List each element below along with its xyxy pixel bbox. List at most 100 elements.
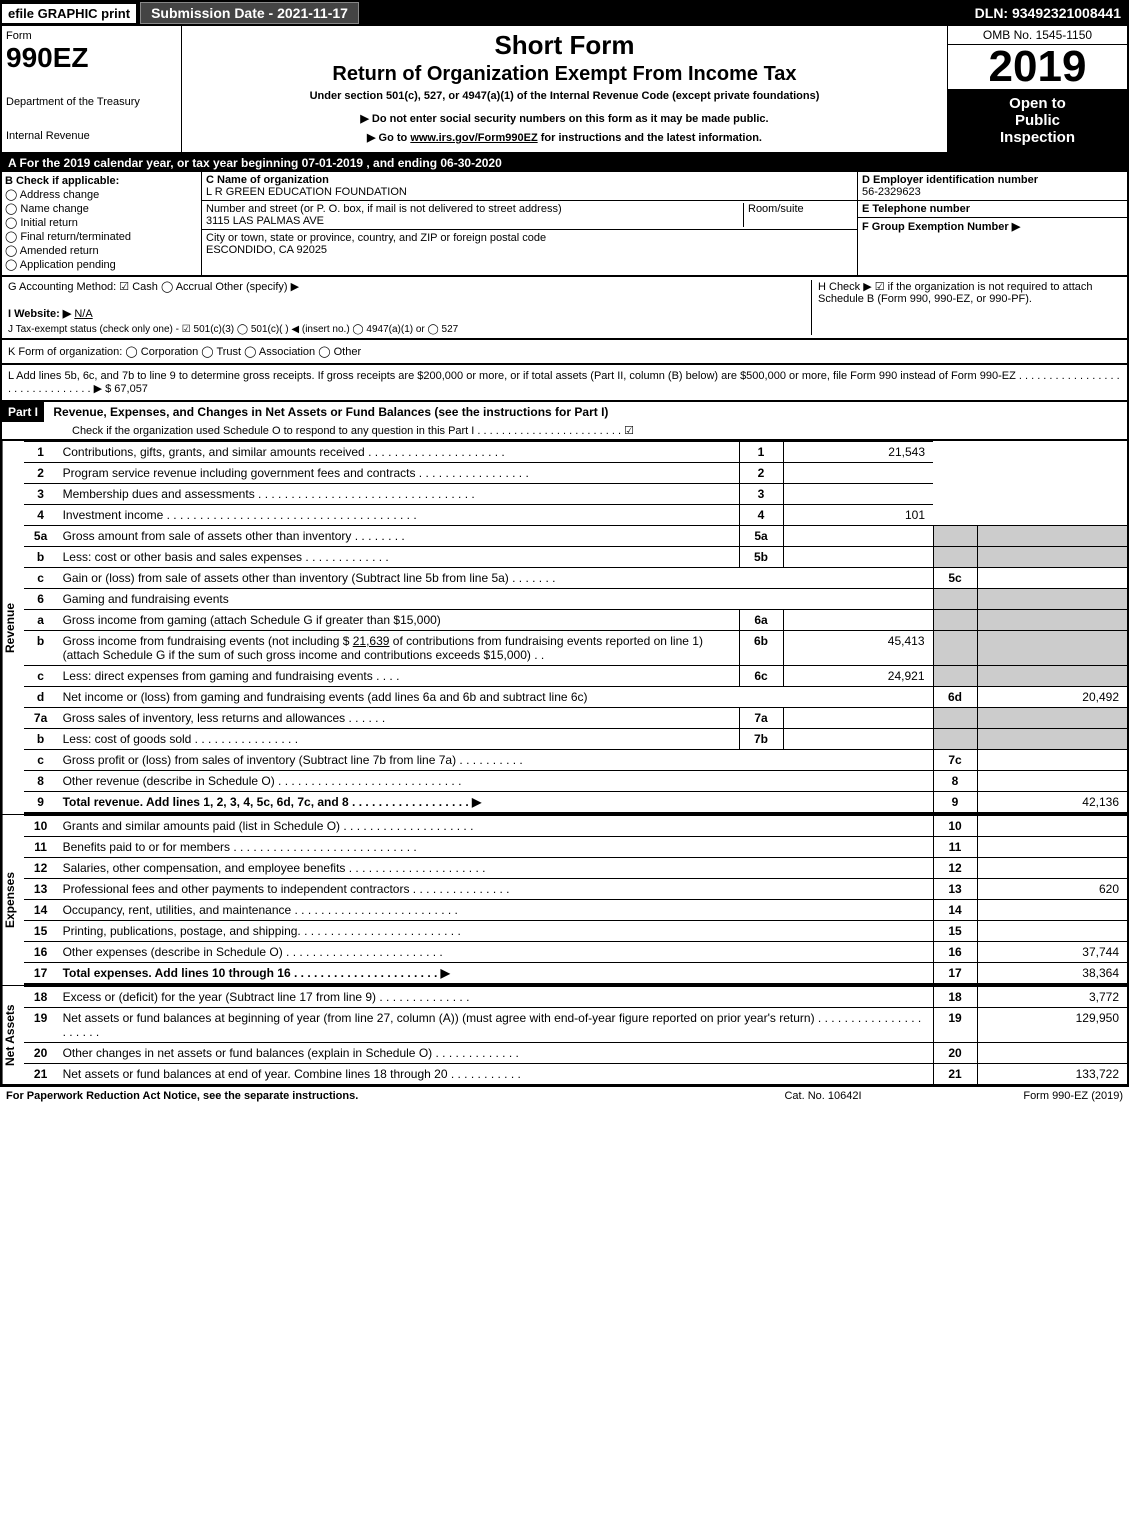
website-value: N/A (74, 308, 92, 320)
subamt: 45,413 (783, 631, 933, 666)
desc: Less: direct expenses from gaming and fu… (58, 666, 739, 687)
subnum: 7a (739, 708, 783, 729)
amt-grey (977, 729, 1127, 750)
ln: 1 (24, 442, 58, 463)
lineno: 12 (933, 858, 977, 879)
amt-grey (977, 547, 1127, 568)
amt: 101 (783, 505, 933, 526)
desc-bold: Total expenses. Add lines 10 through 16 … (63, 966, 450, 980)
box-e-label: E Telephone number (862, 203, 970, 215)
city-row: City or town, state or province, country… (202, 230, 857, 258)
line-13: 13Professional fees and other payments t… (24, 879, 1127, 900)
desc: Total revenue. Add lines 1, 2, 3, 4, 5c,… (58, 792, 933, 814)
box-h: H Check ▶ ☑ if the organization is not r… (811, 280, 1121, 335)
line-11: 11Benefits paid to or for members . . . … (24, 837, 1127, 858)
line-9: 9Total revenue. Add lines 1, 2, 3, 4, 5c… (24, 792, 1127, 814)
line-16: 16Other expenses (describe in Schedule O… (24, 942, 1127, 963)
desc: Occupancy, rent, utilities, and maintena… (58, 900, 933, 921)
open-to-public: Open to Public Inspection (948, 89, 1127, 152)
subnum: 7b (739, 729, 783, 750)
amt-grey (977, 589, 1127, 610)
netassets-table: 18Excess or (deficit) for the year (Subt… (24, 986, 1127, 1084)
desc: Gain or (loss) from sale of assets other… (58, 568, 933, 589)
inspect-3: Inspection (952, 129, 1123, 146)
chk-address-change[interactable]: ◯ Address change (5, 188, 198, 201)
line-1: 1Contributions, gifts, grants, and simil… (24, 442, 1127, 463)
part1-subtitle: Check if the organization used Schedule … (2, 422, 1127, 439)
desc: Other revenue (describe in Schedule O) .… (58, 771, 933, 792)
line-7a: 7aGross sales of inventory, less returns… (24, 708, 1127, 729)
lineno: 9 (933, 792, 977, 814)
subnum: 6b (739, 631, 783, 666)
amt: 129,950 (977, 1008, 1127, 1043)
amt-grey (977, 610, 1127, 631)
tax-year: 2019 (948, 45, 1127, 89)
ln: b (24, 547, 58, 568)
line-6a: aGross income from gaming (attach Schedu… (24, 610, 1127, 631)
line-6c: cLess: direct expenses from gaming and f… (24, 666, 1127, 687)
desc: Gross amount from sale of assets other t… (58, 526, 739, 547)
box-k: K Form of organization: ◯ Corporation ◯ … (8, 345, 1121, 358)
amt (977, 858, 1127, 879)
lineno: 14 (933, 900, 977, 921)
box-b: B Check if applicable: ◯ Address change … (2, 172, 202, 275)
expenses-vlabel: Expenses (2, 815, 24, 985)
box-g: G Accounting Method: ☑ Cash ◯ Accrual Ot… (8, 280, 811, 335)
ln: 15 (24, 921, 58, 942)
d1v: 21,639 (353, 634, 390, 648)
form-label: Form (6, 30, 177, 42)
amt-grey (977, 631, 1127, 666)
subnum: 6a (739, 610, 783, 631)
goto-post: for instructions and the latest informat… (538, 132, 762, 144)
amt (783, 463, 933, 484)
lineno: 17 (933, 963, 977, 985)
goto-line: ▶ Go to www.irs.gov/Form990EZ for instru… (186, 131, 943, 144)
box-d-label: D Employer identification number (862, 174, 1038, 186)
part1-title: Revenue, Expenses, and Changes in Net As… (47, 402, 614, 422)
amt: 133,722 (977, 1064, 1127, 1085)
chk-application-pending[interactable]: ◯ Application pending (5, 258, 198, 271)
ln: 5a (24, 526, 58, 547)
netassets-vlabel: Net Assets (2, 986, 24, 1084)
efile-label: efile GRAPHIC print (2, 4, 136, 23)
box-c: C Name of organization L R GREEN EDUCATI… (202, 172, 857, 275)
chk-label: Amended return (20, 245, 99, 257)
dept-treasury: Department of the Treasury (6, 96, 177, 108)
part1-tag: Part I (2, 402, 44, 422)
amt-grey (977, 708, 1127, 729)
under-section: Under section 501(c), 527, or 4947(a)(1)… (186, 90, 943, 102)
ln: c (24, 750, 58, 771)
line-19: 19Net assets or fund balances at beginni… (24, 1008, 1127, 1043)
ln: 4 (24, 505, 58, 526)
lineno: 7c (933, 750, 977, 771)
lineno-grey (933, 610, 977, 631)
desc: Gross profit or (loss) from sales of inv… (58, 750, 933, 771)
ln: 10 (24, 816, 58, 837)
goto-link[interactable]: www.irs.gov/Form990EZ (410, 132, 537, 144)
line-21: 21Net assets or fund balances at end of … (24, 1064, 1127, 1085)
footer-mid: Cat. No. 10642I (723, 1090, 923, 1102)
chk-label: Initial return (20, 217, 77, 229)
line-17: 17 Total expenses. Add lines 10 through 1… (24, 963, 1127, 985)
chk-amended-return[interactable]: ◯ Amended return (5, 244, 198, 257)
ln: 20 (24, 1043, 58, 1064)
street-row: Number and street (or P. O. box, if mail… (202, 201, 857, 230)
lineno-grey (933, 631, 977, 666)
line-6b: bGross income from fundraising events (n… (24, 631, 1127, 666)
ln: c (24, 568, 58, 589)
lineno: 2 (739, 463, 783, 484)
amt (977, 816, 1127, 837)
lineno: 20 (933, 1043, 977, 1064)
desc: Benefits paid to or for members . . . . … (58, 837, 933, 858)
ln: 14 (24, 900, 58, 921)
amt (977, 771, 1127, 792)
org-name: L R GREEN EDUCATION FOUNDATION (206, 186, 407, 198)
box-b-title: B Check if applicable: (5, 175, 119, 187)
desc: Salaries, other compensation, and employ… (58, 858, 933, 879)
subamt: 24,921 (783, 666, 933, 687)
ln: b (24, 729, 58, 750)
lineno: 15 (933, 921, 977, 942)
chk-name-change[interactable]: ◯ Name change (5, 202, 198, 215)
chk-initial-return[interactable]: ◯ Initial return (5, 216, 198, 229)
chk-final-return[interactable]: ◯ Final return/terminated (5, 230, 198, 243)
